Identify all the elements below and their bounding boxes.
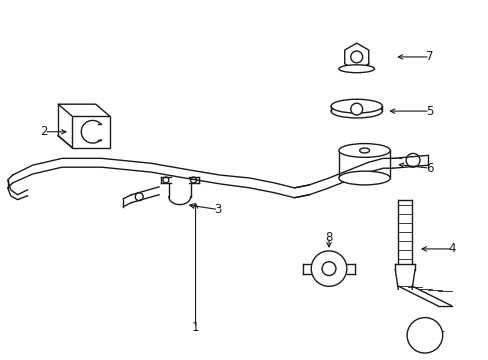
Ellipse shape bbox=[338, 171, 389, 185]
Circle shape bbox=[350, 103, 362, 115]
Circle shape bbox=[350, 51, 362, 63]
Text: 4: 4 bbox=[448, 242, 455, 255]
Circle shape bbox=[310, 251, 346, 286]
Bar bbox=[72, 116, 109, 148]
Text: 7: 7 bbox=[425, 50, 433, 63]
Ellipse shape bbox=[330, 99, 382, 113]
Ellipse shape bbox=[338, 65, 374, 73]
Text: 5: 5 bbox=[426, 105, 433, 118]
Text: 3: 3 bbox=[214, 203, 222, 216]
Ellipse shape bbox=[338, 144, 389, 157]
Ellipse shape bbox=[359, 148, 369, 153]
Ellipse shape bbox=[330, 104, 382, 118]
Text: 1: 1 bbox=[191, 321, 199, 334]
Text: 8: 8 bbox=[325, 231, 332, 244]
Circle shape bbox=[407, 318, 442, 353]
Text: 2: 2 bbox=[41, 125, 48, 138]
Text: 6: 6 bbox=[425, 162, 433, 175]
